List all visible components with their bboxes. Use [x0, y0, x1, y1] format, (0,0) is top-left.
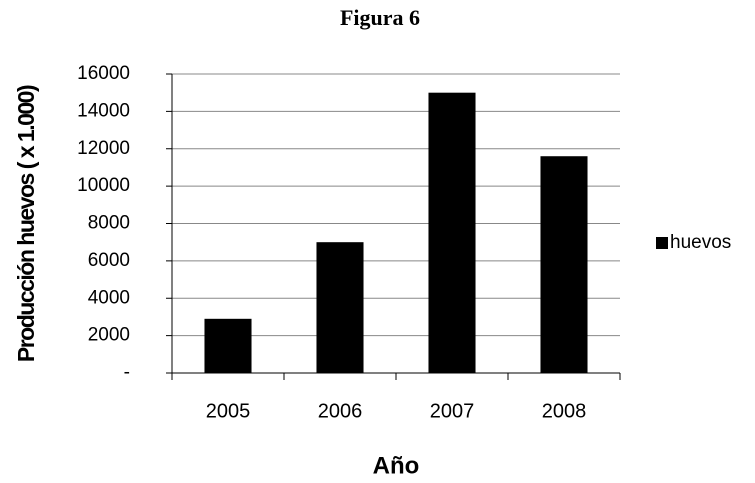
y-axis-label: Producción huevos ( x 1.000) [13, 85, 39, 362]
chart-title: Figura 6 [340, 5, 420, 30]
y-tick-label: - [124, 362, 130, 383]
bar [540, 156, 588, 373]
x-tick-label: 2007 [430, 400, 475, 422]
y-tick-label: 8000 [88, 213, 130, 234]
legend-swatch [656, 237, 668, 249]
x-tick-label: 2006 [318, 400, 363, 422]
y-tick-label: 6000 [88, 250, 130, 271]
y-tick-label: 16000 [77, 63, 130, 84]
x-axis-label: Año [373, 452, 420, 479]
y-tick-label: 4000 [88, 287, 130, 308]
y-tick-label: 10000 [77, 175, 130, 196]
bar [204, 318, 252, 373]
x-tick-label: 2005 [206, 400, 251, 422]
y-tick-label: 2000 [88, 325, 130, 346]
y-tick-label: 14000 [77, 100, 130, 121]
bar [316, 242, 364, 373]
y-tick-label: 12000 [77, 138, 130, 159]
bar [428, 92, 476, 373]
x-tick-label: 2008 [542, 400, 587, 422]
legend-label: huevos [670, 232, 731, 253]
